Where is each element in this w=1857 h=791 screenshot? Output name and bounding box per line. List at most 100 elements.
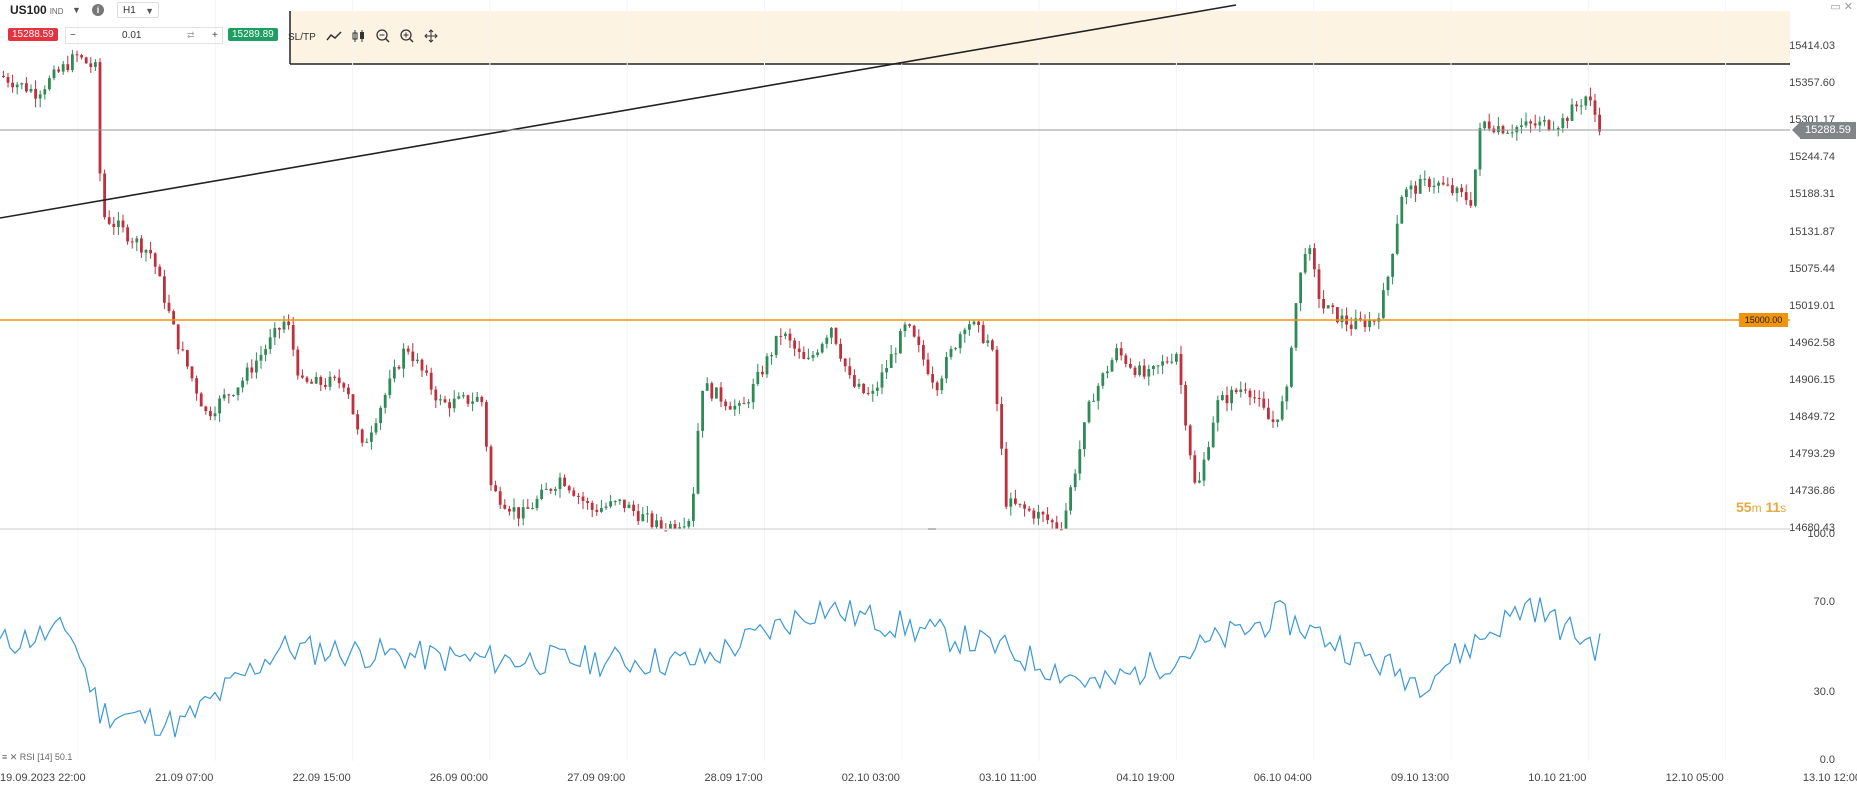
swap-icon[interactable]: ⇄ — [187, 30, 195, 40]
rsi-axis-label: 100.0 — [1807, 528, 1835, 540]
candle-body — [218, 398, 221, 414]
candle-body — [140, 238, 143, 253]
candle-body — [452, 398, 456, 409]
candle-body — [416, 359, 419, 362]
candle-body — [291, 325, 295, 350]
quantity-stepper[interactable]: − 0.01 ⇄ + — [65, 27, 223, 44]
candle-body — [379, 407, 382, 424]
line-chart-icon[interactable] — [326, 30, 342, 45]
candle-body — [20, 83, 24, 85]
candle-body — [43, 89, 47, 95]
candle-body — [1598, 114, 1601, 132]
time-axis-label: 19.09.2023 22:00 — [0, 772, 86, 784]
candle-body — [1119, 348, 1123, 356]
candle-body — [181, 349, 185, 351]
candle-body — [1524, 121, 1528, 126]
candle-body — [1244, 389, 1247, 391]
candle-body — [1262, 398, 1266, 408]
candle-body — [894, 353, 898, 355]
candle-body — [1400, 196, 1404, 224]
window-controls[interactable]: ▭ ✕ — [1830, 1, 1853, 13]
candle-body — [581, 496, 585, 501]
candle-body — [1308, 248, 1312, 255]
time-axis-label: 02.10 03:00 — [841, 772, 900, 784]
candle-body — [508, 508, 511, 512]
info-icon[interactable]: i — [92, 4, 104, 16]
timeframe-value: H1 — [123, 5, 136, 16]
candle-body — [1313, 248, 1316, 270]
candle-body — [977, 321, 980, 326]
candle-body — [485, 402, 488, 447]
candle-body — [1395, 223, 1399, 254]
candle-body — [264, 349, 267, 355]
candles-icon[interactable] — [352, 29, 366, 46]
price-zone[interactable] — [290, 11, 1790, 64]
candle-body — [411, 351, 415, 362]
sltp-button[interactable]: SL/TP — [288, 31, 316, 43]
candle-body — [1110, 360, 1114, 372]
candle-body — [1170, 361, 1174, 363]
candle-body — [1115, 348, 1118, 361]
candle-body — [471, 401, 474, 404]
candle-body — [1000, 404, 1003, 449]
candle-body — [931, 374, 934, 383]
candle-body — [1561, 118, 1565, 128]
candle-body — [912, 325, 916, 337]
pane-divider-handle[interactable] — [928, 528, 936, 530]
candle-body — [595, 509, 599, 512]
candle-body — [558, 477, 562, 490]
price-axis-label: 15131.87 — [1789, 225, 1835, 238]
candle-body — [1510, 132, 1514, 134]
candle-body — [1593, 100, 1597, 115]
symbol-dropdown-icon[interactable]: ▼ — [72, 5, 81, 15]
symbol-type: IND — [49, 7, 64, 16]
candle-body — [1156, 365, 1160, 367]
move-icon[interactable] — [424, 28, 438, 46]
candle-body — [1418, 179, 1422, 194]
candle-body — [199, 393, 203, 407]
price-axis-label: 14906.15 — [1789, 373, 1835, 386]
candle-body — [848, 366, 852, 376]
candle-body — [843, 358, 847, 367]
candle-body — [1032, 510, 1036, 519]
candle-body — [1432, 185, 1436, 188]
quantity-input[interactable]: 0.01 — [122, 30, 142, 41]
trend-line[interactable] — [0, 4, 1237, 219]
candle-body — [922, 345, 925, 360]
candle-body — [1474, 169, 1477, 206]
quantity-plus-button[interactable]: + — [212, 30, 218, 41]
candle-body — [839, 343, 842, 359]
buy-button[interactable]: 15289.89 — [228, 28, 278, 41]
candle-body — [250, 367, 254, 373]
symbol-label[interactable]: US100 IND — [10, 3, 63, 17]
candle-body — [968, 324, 971, 330]
candle-body — [374, 423, 378, 433]
candle-body — [618, 499, 622, 502]
candle-body — [475, 396, 479, 402]
candle-body — [641, 514, 645, 522]
time-axis-label: 22.09 15:00 — [292, 772, 351, 784]
candle-body — [314, 377, 318, 384]
rsi-legend[interactable]: ≡ ✕ RSI [14] 50.1 — [2, 752, 73, 762]
candle-body — [112, 223, 116, 228]
candle-body — [862, 383, 865, 393]
time-axis-label: 06.10 04:00 — [1253, 772, 1312, 784]
candle-body — [825, 337, 829, 344]
candle-body — [1566, 118, 1569, 121]
sell-button[interactable]: 15288.59 — [8, 28, 58, 41]
quantity-minus-button[interactable]: − — [70, 30, 76, 41]
zoom-out-icon[interactable] — [376, 28, 390, 46]
level-price-tag[interactable]: 15000.00 — [1739, 313, 1788, 327]
price-axis-label: 14736.86 — [1789, 485, 1835, 498]
candle-body — [351, 394, 355, 415]
candle-body — [659, 520, 663, 529]
candle-body — [567, 486, 571, 491]
candle-body — [1198, 480, 1201, 483]
candle-body — [301, 375, 304, 378]
candle-body — [1391, 253, 1394, 277]
zoom-in-icon[interactable] — [400, 28, 414, 46]
candle-body — [517, 507, 520, 519]
timeframe-select[interactable]: H1 ▼ — [117, 2, 159, 18]
candle-body — [696, 430, 700, 494]
